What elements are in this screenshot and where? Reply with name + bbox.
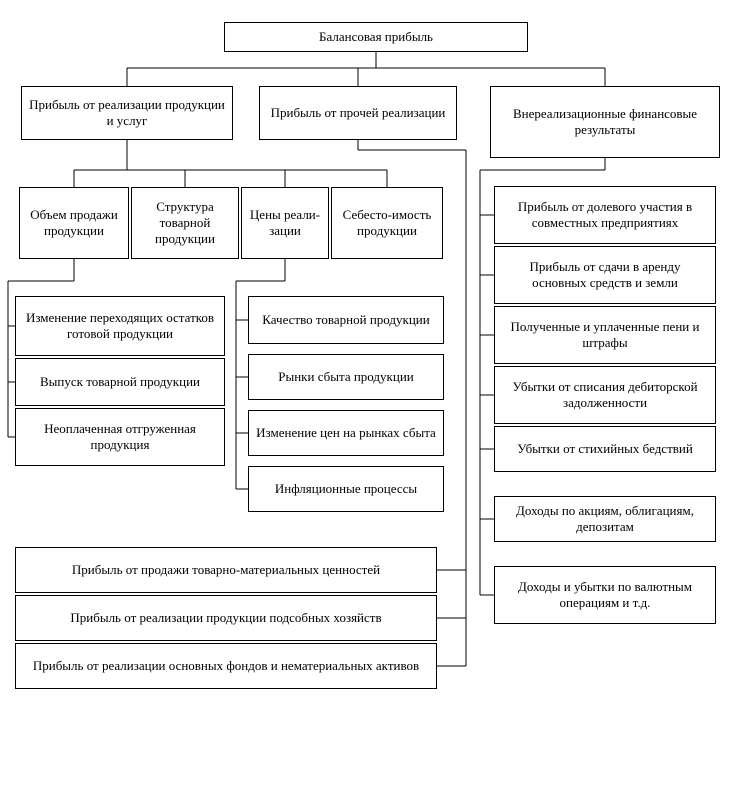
- node-non_d: Убытки от списания дебиторской задолженн…: [494, 366, 716, 424]
- node-label: Прибыль от продажи товарно-материальных …: [72, 562, 380, 578]
- node-label: Внереализационные финансовые результаты: [497, 106, 713, 139]
- node-non_g: Доходы и убытки по валютным операциям и …: [494, 566, 716, 624]
- node-non_b: Прибыль от сдачи в аренду основных средс…: [494, 246, 716, 304]
- node-label: Доходы по акциям, облигациям, депозитам: [501, 503, 709, 536]
- node-label: Прибыль от реализации продукции и услуг: [28, 97, 226, 130]
- node-non_c: Полученные и уплаченные пени и штрафы: [494, 306, 716, 364]
- node-other_c: Прибыль от реализации основных фондов и …: [15, 643, 437, 689]
- node-label: Неоплаченная отгруженная продукция: [22, 421, 218, 454]
- node-label: Прибыль от прочей реализации: [271, 105, 446, 121]
- node-lvl1_sales: Прибыль от реализации продукции и услуг: [21, 86, 233, 140]
- node-label: Прибыль от реализации продукции подсобны…: [70, 610, 381, 626]
- node-label: Цены реали-зации: [248, 207, 322, 240]
- node-label: Изменение переходящих остатков готовой п…: [22, 310, 218, 343]
- node-lvl1_nonop: Внереализационные финансовые результаты: [490, 86, 720, 158]
- node-label: Полученные и уплаченные пени и штрафы: [501, 319, 709, 352]
- node-label: Балансовая прибыль: [319, 29, 433, 45]
- node-non_e: Убытки от стихийных бедствий: [494, 426, 716, 472]
- node-label: Прибыль от сдачи в аренду основных средс…: [501, 259, 709, 292]
- node-label: Изменение цен на рынках сбыта: [256, 425, 436, 441]
- node-vol_c: Неоплаченная отгруженная продукция: [15, 408, 225, 466]
- node-lvl2_volume: Объем продажи продукции: [19, 187, 129, 259]
- node-price_a: Качество товарной продукции: [248, 296, 444, 344]
- node-lvl1_other: Прибыль от прочей реализации: [259, 86, 457, 140]
- node-lvl2_price: Цены реали-зации: [241, 187, 329, 259]
- node-vol_b: Выпуск товарной продукции: [15, 358, 225, 406]
- node-label: Прибыль от реализации основных фондов и …: [33, 658, 419, 674]
- node-lvl2_cost: Себесто-имость продукции: [331, 187, 443, 259]
- node-non_f: Доходы по акциям, облигациям, депозитам: [494, 496, 716, 542]
- node-label: Выпуск товарной продукции: [40, 374, 200, 390]
- node-label: Себесто-имость продукции: [338, 207, 436, 240]
- node-non_a: Прибыль от долевого участия в совместных…: [494, 186, 716, 244]
- node-label: Доходы и убытки по валютным операциям и …: [501, 579, 709, 612]
- node-label: Убытки от списания дебиторской задолженн…: [501, 379, 709, 412]
- node-price_d: Инфляционные процессы: [248, 466, 444, 512]
- node-vol_a: Изменение переходящих остатков готовой п…: [15, 296, 225, 356]
- node-price_c: Изменение цен на рынках сбыта: [248, 410, 444, 456]
- node-label: Прибыль от долевого участия в совместных…: [501, 199, 709, 232]
- node-label: Качество товарной продукции: [262, 312, 429, 328]
- node-root: Балансовая прибыль: [224, 22, 528, 52]
- node-price_b: Рынки сбыта продукции: [248, 354, 444, 400]
- node-label: Структура товарной продукции: [138, 199, 232, 248]
- node-lvl2_struct: Структура товарной продукции: [131, 187, 239, 259]
- node-label: Рынки сбыта продукции: [278, 369, 413, 385]
- node-other_a: Прибыль от продажи товарно-материальных …: [15, 547, 437, 593]
- node-label: Объем продажи продукции: [26, 207, 122, 240]
- node-label: Инфляционные процессы: [275, 481, 417, 497]
- node-other_b: Прибыль от реализации продукции подсобны…: [15, 595, 437, 641]
- diagram-canvas: Балансовая прибыль Прибыль от реализации …: [0, 0, 750, 800]
- node-label: Убытки от стихийных бедствий: [517, 441, 693, 457]
